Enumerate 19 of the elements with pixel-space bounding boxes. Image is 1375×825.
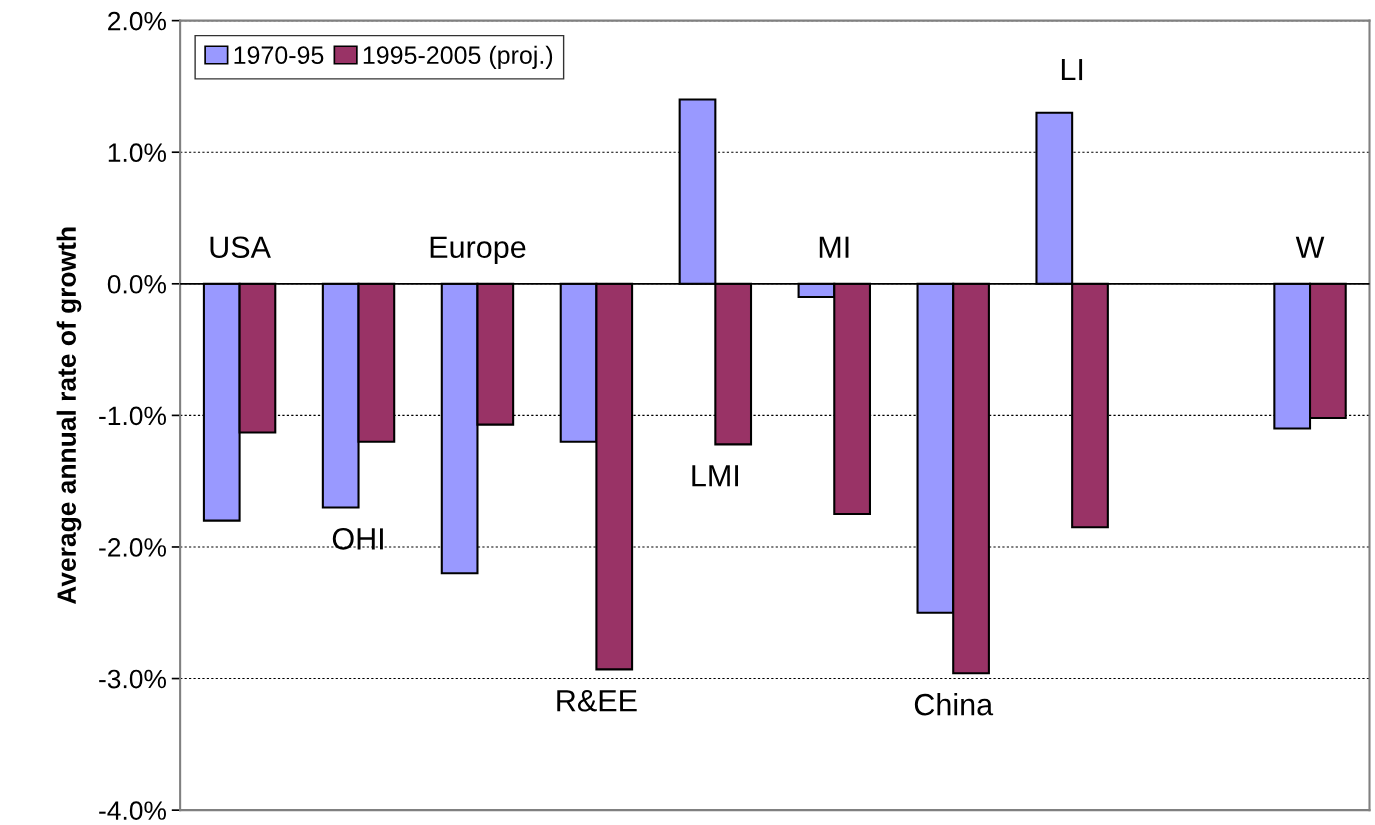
y-axis-title: Average annual rate of growth — [56, 227, 82, 605]
y-tick-label: 1.0% — [108, 143, 166, 163]
x-tick-label: LMI — [692, 465, 738, 487]
y-tick-label: 0.0% — [107, 274, 166, 294]
x-tick-label: USA — [210, 236, 271, 259]
y-tick-label: -2.0% — [99, 538, 166, 557]
y-tick-label: 2.0% — [108, 11, 166, 31]
y-tick-label: -4.0% — [99, 801, 166, 820]
x-tick-label: China — [914, 693, 994, 716]
x-tick-label: Europe — [430, 236, 526, 265]
y-tick-label: -3.0% — [99, 669, 166, 689]
legend-label: 1995-2005 (proj.) — [363, 45, 553, 69]
x-tick-label: R&EE — [557, 690, 637, 712]
x-tick-label: OHI — [332, 528, 383, 550]
x-tick-label: MI — [819, 236, 849, 258]
legend-label: 1970-95 — [234, 46, 324, 64]
x-tick-label: W — [1295, 236, 1325, 258]
x-tick-label: LI — [1061, 59, 1083, 81]
y-tick-label: -1.0% — [99, 406, 166, 426]
